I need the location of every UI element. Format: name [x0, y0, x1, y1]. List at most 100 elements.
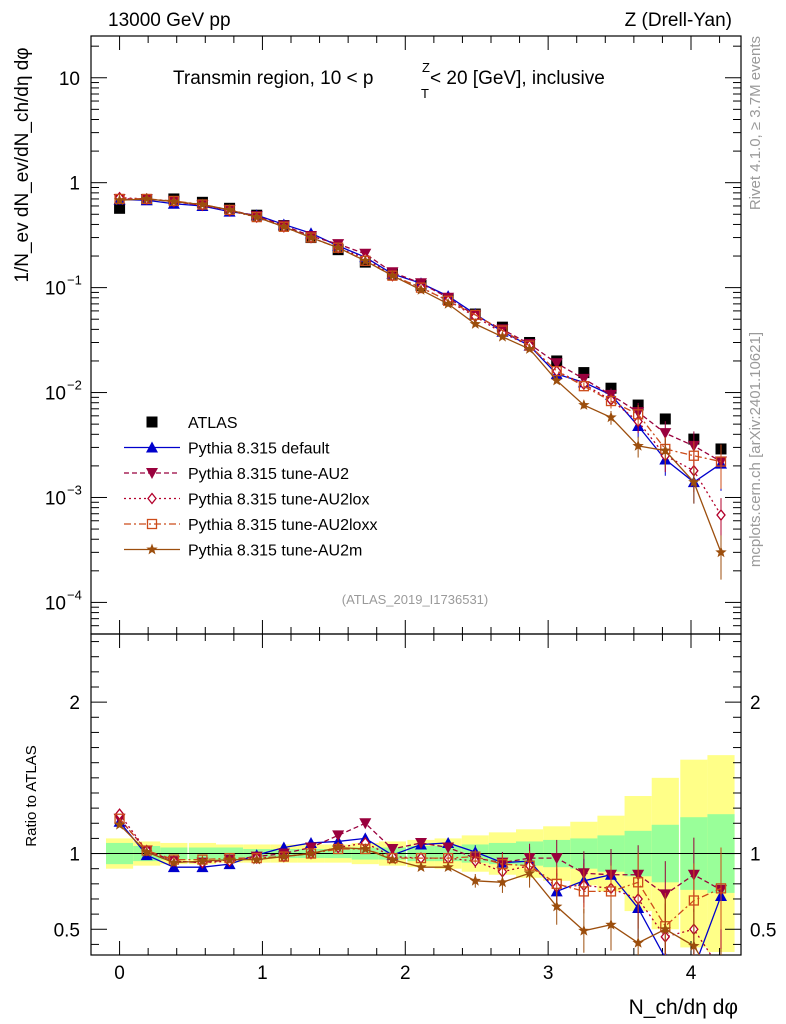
point-au2m	[551, 374, 563, 386]
ratio-point-au2loxx	[551, 878, 562, 889]
point-au2m	[415, 284, 427, 295]
point-au2m	[113, 194, 126, 206]
xlabel: N_ch/dη dφ	[629, 996, 738, 1019]
legend-marker-default	[146, 441, 158, 453]
ratio-point-au2loxx	[578, 886, 590, 897]
point-au2m	[278, 220, 290, 232]
legend-marker-au2	[146, 468, 158, 479]
legend-label: Pythia 8.315 tune-AU2m	[188, 543, 362, 560]
ratio-point-au2loxx	[605, 886, 617, 897]
legend: ATLAS Pythia 8.315 default Pythia 8.315 tu…	[124, 415, 377, 560]
main-series-au2lox	[114, 191, 726, 543]
ratio-point-au2m	[715, 984, 726, 995]
point-au2m	[332, 241, 344, 253]
x-tick-label: 3	[543, 963, 554, 984]
ratio-point-au2m	[251, 853, 263, 865]
y-tick-label-ratio-right: 0.5	[750, 920, 776, 941]
point-au2m	[659, 444, 671, 456]
ratio-series-au2loxx	[114, 813, 727, 955]
y-tick-label-ratio-right: 1	[750, 845, 761, 866]
legend-label: Pythia 8.315 tune-AU2	[188, 466, 349, 483]
y-tick-label-main: 10	[45, 593, 66, 614]
ratio-point-au2m	[168, 856, 180, 868]
legend-label: Pythia 8.315 tune-AU2loxx	[188, 517, 377, 534]
ratio-point-au2m	[469, 874, 481, 886]
header-right: Z (Drell-Yan)	[625, 10, 732, 31]
ratio-point-au2m	[305, 847, 317, 859]
y-tick-label-ratio: 0.5	[54, 920, 80, 941]
point-au2m	[223, 203, 236, 215]
point-atlas	[605, 382, 617, 394]
y-tick-label-main: 10	[59, 69, 80, 90]
point-au2m	[386, 269, 399, 281]
ratio-line-au2loxx	[119, 818, 722, 928]
ratio-point-au2m	[551, 900, 563, 912]
main-line-au2lox	[119, 197, 722, 516]
point-au2m	[251, 211, 263, 222]
ratio-point-au2m	[496, 876, 509, 888]
ratio-point-au2lox	[717, 965, 725, 975]
point-au2m	[496, 330, 509, 342]
point-au2loxx	[688, 450, 700, 461]
ratio-point-au2m	[688, 939, 700, 951]
ratio-point-au2m	[523, 867, 536, 879]
y-tick-exponent: −3	[67, 482, 82, 497]
ratio-point-au2m	[442, 861, 454, 872]
point-au2m	[469, 318, 481, 329]
legend-marker-au2m	[146, 543, 158, 555]
legend-label: Pythia 8.315 tune-AU2lox	[188, 492, 369, 509]
header-left: 13000 GeV pp	[108, 10, 231, 31]
legend-label: Pythia 8.315 default	[188, 441, 330, 458]
ratio-point-au2m	[632, 936, 644, 948]
ratio-point-au2m	[113, 818, 126, 830]
svg-text:Transmin region, 10 < p: Transmin region, 10 < p	[173, 68, 373, 89]
legend-item-au2m: Pythia 8.315 tune-AU2m	[124, 543, 362, 560]
legend-item-au2: Pythia 8.315 tune-AU2	[124, 466, 349, 483]
y-tick-label-ratio: 1	[69, 845, 80, 866]
ratio-point-au2	[550, 853, 563, 865]
y-tick-label-main: 1	[69, 174, 80, 195]
point-au2loxx	[632, 409, 644, 420]
legend-marker-au2loxx	[146, 518, 158, 530]
y-tick-label-ratio-right: 2	[750, 693, 761, 714]
ratio-point-au2m	[578, 924, 590, 936]
legend-marker-au2lox	[147, 492, 157, 505]
point-au2m	[196, 198, 209, 210]
title-rest: < 20 [GeV], inclusive	[430, 68, 605, 89]
point-au2m	[715, 546, 727, 558]
point-au2m	[168, 195, 180, 207]
point-au2m	[688, 476, 700, 487]
point-au2m	[632, 439, 644, 451]
point-au2loxx	[605, 395, 617, 407]
legend-item-au2loxx: Pythia 8.315 tune-AU2loxx	[124, 517, 377, 534]
ratio-point-au2loxx	[688, 895, 700, 906]
ratio-point-au2m	[359, 843, 371, 854]
ratio-point-au2m	[141, 846, 153, 857]
ratio-series-group	[113, 808, 727, 995]
point-au2m	[523, 343, 536, 354]
y-tick-label-main: 10	[45, 279, 66, 300]
ylabel-main: 1/N_ev dN_ev/dN_ch/dη dφ	[12, 47, 33, 282]
ratio-point-au2	[332, 830, 345, 842]
ratio-point-au2	[359, 818, 372, 830]
y-tick-label-ratio: 2	[69, 693, 80, 714]
ratio-point-au2m	[659, 923, 671, 935]
point-au2m	[442, 297, 454, 309]
ratio-point-au2m	[415, 861, 427, 872]
side-label-rivet: Rivet 4.1.0, ≥ 3.7M events	[747, 36, 764, 210]
ratio-frame	[90, 633, 742, 956]
ratio-point-au2loxx	[497, 859, 508, 870]
legend-item-default: Pythia 8.315 default	[124, 441, 330, 458]
point-au2	[550, 358, 563, 370]
side-label-mcplots: mcplots.cern.ch [arXiv:2401.10621]	[747, 332, 764, 567]
main-title: Transmin region, 10 < p Z T < 20 [GeV], …	[173, 60, 605, 101]
ratio-point-au2m	[196, 855, 209, 866]
point-au2m	[305, 231, 317, 243]
main-line-au2	[119, 198, 722, 463]
point-atlas	[578, 367, 590, 379]
ratio-point-au2	[386, 844, 399, 856]
ratio-point-au2	[415, 837, 427, 849]
legend-marker-atlas	[146, 416, 158, 428]
point-au2loxx	[715, 456, 727, 467]
